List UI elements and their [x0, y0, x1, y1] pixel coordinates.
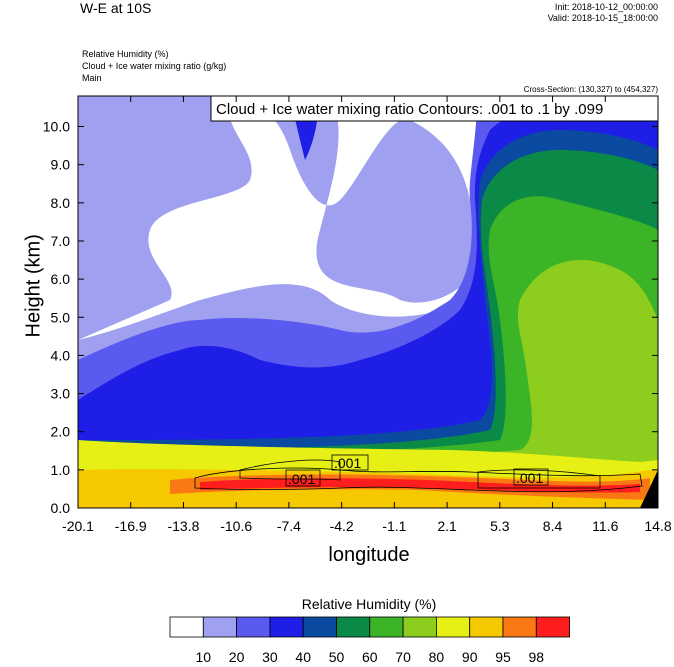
contour-label-box	[513, 468, 549, 486]
y-tick-label: 0.0	[51, 500, 71, 516]
contour-labels: .001 .001 .001	[285, 454, 549, 487]
colorbar-swatch	[202, 616, 238, 638]
x-axis-label: longitude	[328, 544, 410, 566]
colorbar-label: 70	[395, 649, 411, 665]
x-tick-label: 2.1	[437, 518, 457, 534]
x-tick-label: -13.8	[167, 518, 199, 534]
colorbar-label: 98	[529, 649, 545, 665]
colorbar-label: 50	[329, 649, 345, 665]
x-tick-label: -1.1	[382, 518, 406, 534]
colorbar-swatch	[535, 616, 570, 638]
x-tick-label: -16.9	[115, 518, 147, 534]
colorbar-label: 95	[495, 649, 511, 665]
contour-line	[239, 459, 341, 481]
colorbar-title: Relative Humidity (%)	[301, 596, 437, 612]
colorbar-swatch	[435, 616, 471, 638]
contour-line	[477, 469, 601, 489]
colorbar-swatch	[502, 616, 537, 638]
contour-label: .001	[334, 455, 361, 471]
colorbar-label: 30	[262, 649, 278, 665]
x-tick-label: 8.4	[543, 518, 563, 534]
x-tick-label: 11.6	[592, 518, 618, 534]
colorbar-swatch	[269, 616, 304, 638]
y-tick-label: 5.0	[51, 309, 71, 325]
colorbar-swatch	[336, 616, 371, 638]
colorbar-swatch	[369, 616, 404, 638]
y-tick-label: 7.0	[51, 233, 71, 249]
x-tick-label: -7.4	[277, 518, 301, 534]
rh-region-20	[78, 96, 252, 340]
rh-region-98-plus	[200, 478, 640, 493]
colorbar-label: 60	[362, 649, 378, 665]
y-tick-label: 8.0	[51, 195, 71, 211]
terrain	[640, 470, 658, 508]
x-tick-label: -4.2	[330, 518, 354, 534]
field-label-cloud: Cloud + Ice water mixing ratio (g/kg)	[82, 61, 227, 71]
y-tick-label: 1.0	[51, 462, 71, 478]
field-label-rh: Relative Humidity (%)	[82, 49, 169, 59]
x-axis: -20.1 -16.9 -13.8 -10.6 -7.4 -4.2 -1.1 2.1 5.3 8.…	[62, 96, 672, 534]
y-tick-label: 10.0	[43, 119, 70, 135]
cross-section-label: Cross-Section: (130,327) to (454,327)	[523, 85, 658, 94]
colorbar-label: 20	[229, 649, 245, 665]
rh-region-70	[78, 196, 658, 508]
x-tick-label: -20.1	[62, 518, 94, 534]
colorbar-label: 90	[462, 649, 478, 665]
y-tick-label: 3.0	[51, 386, 71, 402]
colorbar-swatch	[169, 616, 204, 638]
x-tick-label: -10.6	[220, 518, 252, 534]
valid-time: Valid: 2018-10-15_18:00:00	[547, 13, 658, 23]
colorbar-label: 40	[295, 649, 311, 665]
y-tick-label: 6.0	[51, 271, 71, 287]
init-time: Init: 2018-10-12_00:00:00	[554, 2, 658, 12]
y-tick-label: 2.0	[51, 424, 71, 440]
contour-legend-box	[210, 95, 659, 122]
colorbar-swatch	[236, 616, 271, 638]
colorbar-swatch	[469, 616, 504, 638]
x-tick-label: 5.3	[490, 518, 510, 534]
colorbar: 10 20 30 40 50 60 70 80 90 95 98	[169, 616, 570, 665]
contour-label: .001	[516, 470, 543, 486]
colorbar-swatch	[402, 616, 437, 638]
y-tick-label: 9.0	[51, 157, 71, 173]
y-axis: 0.0 1.0 2.0 3.0 4.0 5.0 6.0 7.0 8.0 9.0 10.0	[43, 119, 658, 516]
colorbar-label: 80	[429, 649, 445, 665]
contour-label-box	[331, 454, 369, 471]
contour-label-box	[285, 469, 321, 487]
x-tick-label: 14.8	[644, 518, 671, 534]
colorbar-swatch	[302, 616, 337, 638]
field-label-main: Main	[82, 73, 102, 83]
contour-legend: Cloud + Ice water mixing ratio Contours:…	[216, 101, 603, 118]
heatmap-field	[78, 96, 658, 508]
colorbar-label: 10	[196, 649, 212, 665]
contour-label: .001	[288, 471, 315, 487]
y-tick-label: 4.0	[51, 347, 71, 363]
chart-title: W-E at 10S	[80, 0, 152, 16]
